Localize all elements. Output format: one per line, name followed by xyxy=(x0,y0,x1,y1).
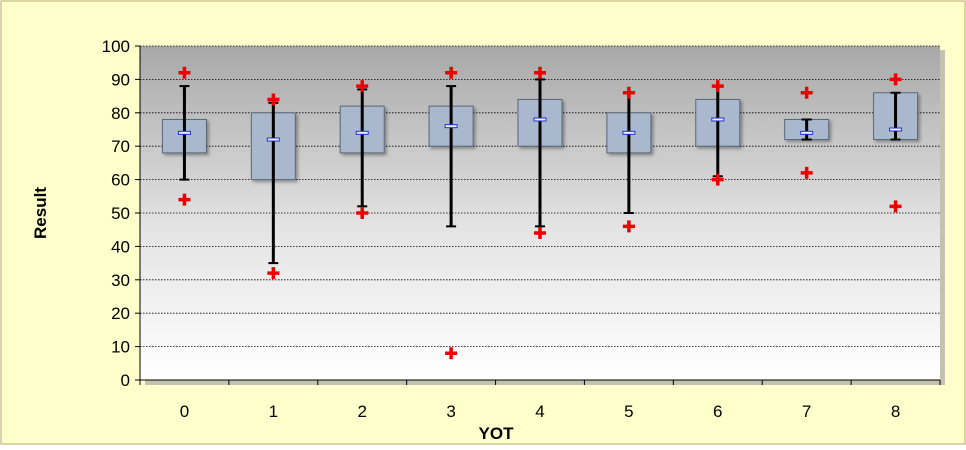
median-marker xyxy=(266,137,280,142)
y-tick-label: 40 xyxy=(111,237,130,256)
median-marker xyxy=(533,117,547,122)
box-5 xyxy=(606,86,652,233)
axes xyxy=(135,45,941,385)
x-tick-label: 8 xyxy=(891,402,900,421)
box-7 xyxy=(784,86,830,179)
outlier-low-marker xyxy=(534,227,546,240)
x-tick-label: 1 xyxy=(269,402,278,421)
outlier-high-marker xyxy=(445,66,458,79)
median-marker xyxy=(177,130,191,135)
box-6 xyxy=(695,80,741,186)
median-marker xyxy=(444,124,458,129)
x-tick-label: 7 xyxy=(802,402,811,421)
y-tick-labels: 0 10 20 30 40 50 60 70 80 90 100 xyxy=(102,37,130,390)
median-marker xyxy=(711,117,725,122)
outlier-low-marker xyxy=(711,173,724,186)
box-1 xyxy=(250,93,296,280)
box-0 xyxy=(161,66,207,206)
outlier-low-marker xyxy=(800,166,813,179)
median-marker xyxy=(889,127,903,132)
outlier-low-marker xyxy=(889,200,902,213)
y-tick-label: 100 xyxy=(102,37,130,56)
y-tick-label: 60 xyxy=(111,171,130,190)
y-tick-label: 30 xyxy=(111,271,130,290)
outlier-high-marker xyxy=(711,80,724,93)
x-tick-label: 4 xyxy=(535,402,544,421)
x-tick-label: 6 xyxy=(713,402,722,421)
outlier-high-marker xyxy=(800,86,813,99)
outlier-low-marker xyxy=(622,220,635,233)
median-marker xyxy=(355,130,369,135)
y-tick-label: 90 xyxy=(111,70,130,89)
outlier-high-marker xyxy=(356,80,369,93)
box-series xyxy=(161,66,919,360)
outlier-high-marker xyxy=(267,93,280,106)
y-tick-label: 50 xyxy=(111,204,130,223)
box-2 xyxy=(339,80,385,219)
box-8 xyxy=(873,73,919,213)
outlier-high-marker xyxy=(534,66,546,79)
outlier-high-marker xyxy=(889,73,902,86)
x-axis-label: YOT xyxy=(479,424,515,443)
outlier-low-marker xyxy=(445,347,458,360)
median-marker xyxy=(622,130,636,135)
x-tick-label: 3 xyxy=(446,402,455,421)
x-tick-label: 5 xyxy=(624,402,633,421)
median-marker xyxy=(800,130,814,135)
x-tick-label: 0 xyxy=(180,402,189,421)
outlier-high-marker xyxy=(622,86,635,99)
y-tick-label: 80 xyxy=(111,104,130,123)
y-axis-label: Result xyxy=(31,187,50,239)
box-3 xyxy=(428,66,474,360)
y-tick-label: 70 xyxy=(111,137,130,156)
x-tick-labels: 0 1 2 3 4 5 6 7 8 xyxy=(180,402,901,421)
box-4 xyxy=(517,66,563,240)
x-tick-label: 2 xyxy=(357,402,366,421)
outlier-low-marker xyxy=(267,267,280,280)
outlier-low-marker xyxy=(356,207,369,219)
y-tick-label: 0 xyxy=(121,371,130,390)
outlier-low-marker xyxy=(178,193,191,206)
y-tick-label: 20 xyxy=(111,304,130,323)
outlier-high-marker xyxy=(178,66,191,79)
y-tick-label: 10 xyxy=(111,338,130,357)
